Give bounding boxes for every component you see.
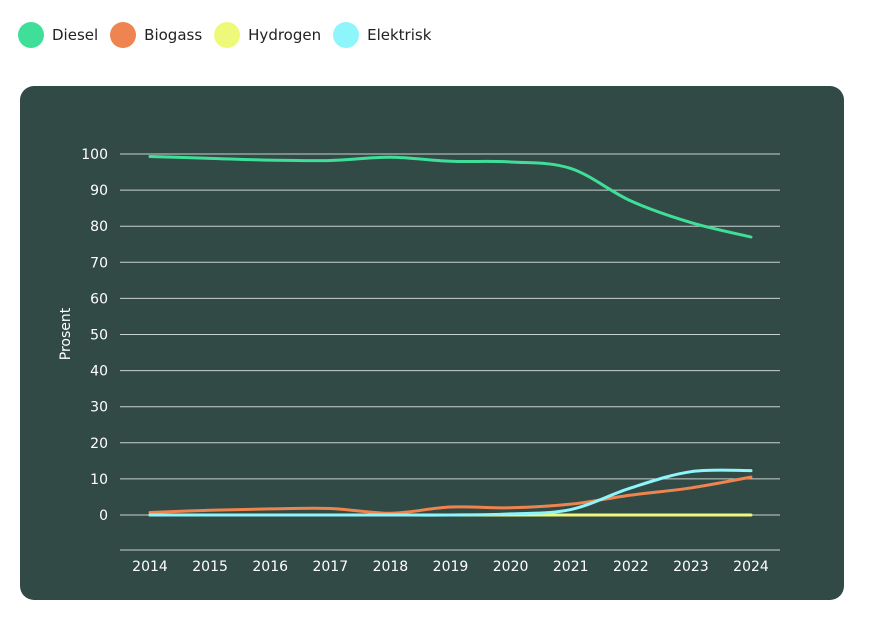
grid-lines	[120, 153, 780, 551]
legend-item-elektrisk: Elektrisk	[333, 22, 431, 48]
legend-swatch	[333, 22, 360, 48]
x-tick-label: 2024	[733, 559, 769, 575]
y-tick-label: 80	[90, 219, 108, 235]
y-tick-labels: 0 10 20 30 40 50 60 70 80 90 100	[81, 147, 108, 524]
legend-label: Elektrisk	[367, 26, 432, 44]
y-tick-label: 50	[90, 328, 108, 344]
y-tick-label: 90	[90, 183, 108, 199]
y-tick-label: 30	[90, 400, 108, 416]
y-tick-label: 10	[90, 472, 108, 488]
legend-label: Biogass	[144, 26, 203, 44]
legend-label: Diesel	[52, 26, 99, 44]
legend-item-hydrogen: Hydrogen	[214, 22, 321, 48]
x-tick-label: 2018	[373, 559, 409, 575]
y-tick-label: 70	[90, 255, 108, 271]
x-tick-label: 2016	[252, 559, 288, 575]
x-tick-label: 2019	[433, 559, 469, 575]
x-tick-label: 2020	[493, 559, 529, 575]
series-lines	[148, 155, 753, 517]
x-tick-labels: 2014 2015 2016 2017 2018 2019 2020 2021 2022 2023…	[132, 559, 769, 575]
y-axis-label: Prosent	[58, 307, 74, 360]
x-tick-label: 2022	[613, 559, 649, 575]
legend-item-diesel: Diesel	[18, 22, 98, 48]
chart-panel: 0 10 20 30 40 50 60 70 80 90 100 2014 2015 2016 2017 2…	[20, 86, 844, 600]
y-tick-label: 100	[81, 147, 108, 163]
y-tick-label: 0	[99, 508, 108, 524]
x-tick-label: 2015	[192, 559, 228, 575]
y-tick-label: 20	[90, 436, 108, 452]
legend: Diesel Biogass Hydrogen Elektrisk	[18, 22, 443, 48]
series-line-diesel	[148, 155, 753, 239]
y-tick-label: 60	[90, 291, 108, 307]
legend-label: Hydrogen	[248, 26, 322, 44]
series-line-biogass	[148, 475, 753, 515]
legend-swatch	[110, 22, 137, 48]
x-tick-label: 2014	[132, 559, 168, 575]
y-tick-label: 40	[90, 364, 108, 380]
legend-item-biogass: Biogass	[110, 22, 202, 48]
x-tick-label: 2023	[673, 559, 709, 575]
legend-swatch	[214, 22, 241, 48]
x-tick-label: 2017	[312, 559, 348, 575]
series-line-elektrisk	[148, 468, 753, 517]
x-tick-label: 2021	[553, 559, 589, 575]
legend-swatch	[18, 22, 44, 48]
